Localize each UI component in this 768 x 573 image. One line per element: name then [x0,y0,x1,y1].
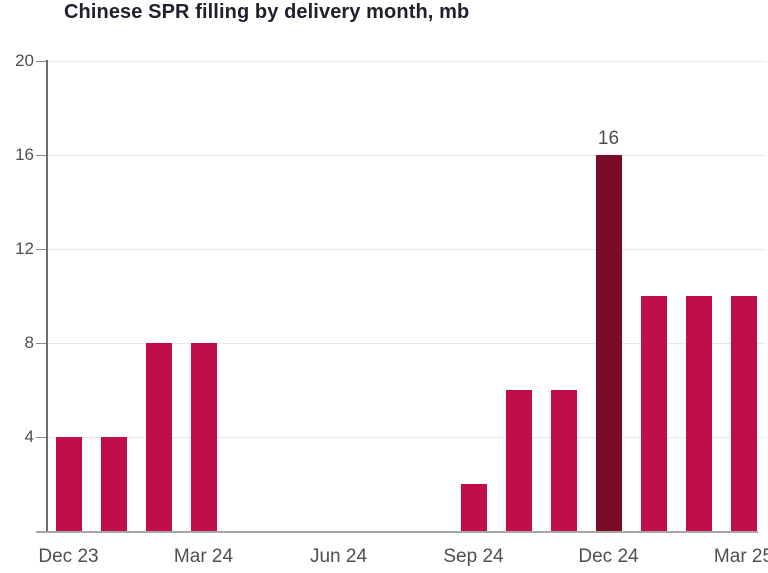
y-axis-label-12: 12 [15,239,34,258]
gridline-12 [48,248,766,250]
x-axis-label-mar-24: Mar 24 [173,546,234,567]
bar-feb-25 [685,296,712,531]
bar-mar-25 [730,296,757,531]
y-axis-label-20: 20 [15,51,34,70]
gridline-20 [48,60,766,62]
y-axis-label-8: 8 [24,333,34,352]
y-axis-line [46,60,48,533]
y-axis-label-4: 4 [24,427,34,446]
y-axis-label-16: 16 [15,145,34,164]
bar-dec-23 [55,437,82,531]
x-axis-label-dec-23: Dec 23 [38,546,99,567]
y-tick-mark-4 [36,436,46,438]
gridline-8 [48,342,766,344]
chart-title: Chinese SPR filling by delivery month, m… [64,1,470,23]
bar-sep-24 [460,484,487,531]
x-axis-label-sep-24: Sep 24 [443,546,504,567]
x-axis-label-jun-24: Jun 24 [309,546,368,567]
bar-oct-24 [505,390,532,531]
y-tick-mark-8 [36,342,46,344]
y-tick-mark-12 [36,248,46,250]
x-axis-label-dec-24: Dec 24 [578,546,639,567]
bar-nov-24 [550,390,577,531]
gridline-16 [48,154,766,156]
y-tick-mark-16 [36,154,46,156]
gridline-4 [48,436,766,438]
y-tick-mark-20 [36,60,46,62]
bar-dec-24 [595,155,622,531]
x-axis-label-mar-25: Mar 25 [713,546,768,567]
bar-jan-24 [100,437,127,531]
bar-mar-24 [190,343,217,531]
bar-jan-25 [640,296,667,531]
bar-value-label-16: 16 [597,128,620,149]
bar-feb-24 [145,343,172,531]
x-axis-line [36,531,758,533]
